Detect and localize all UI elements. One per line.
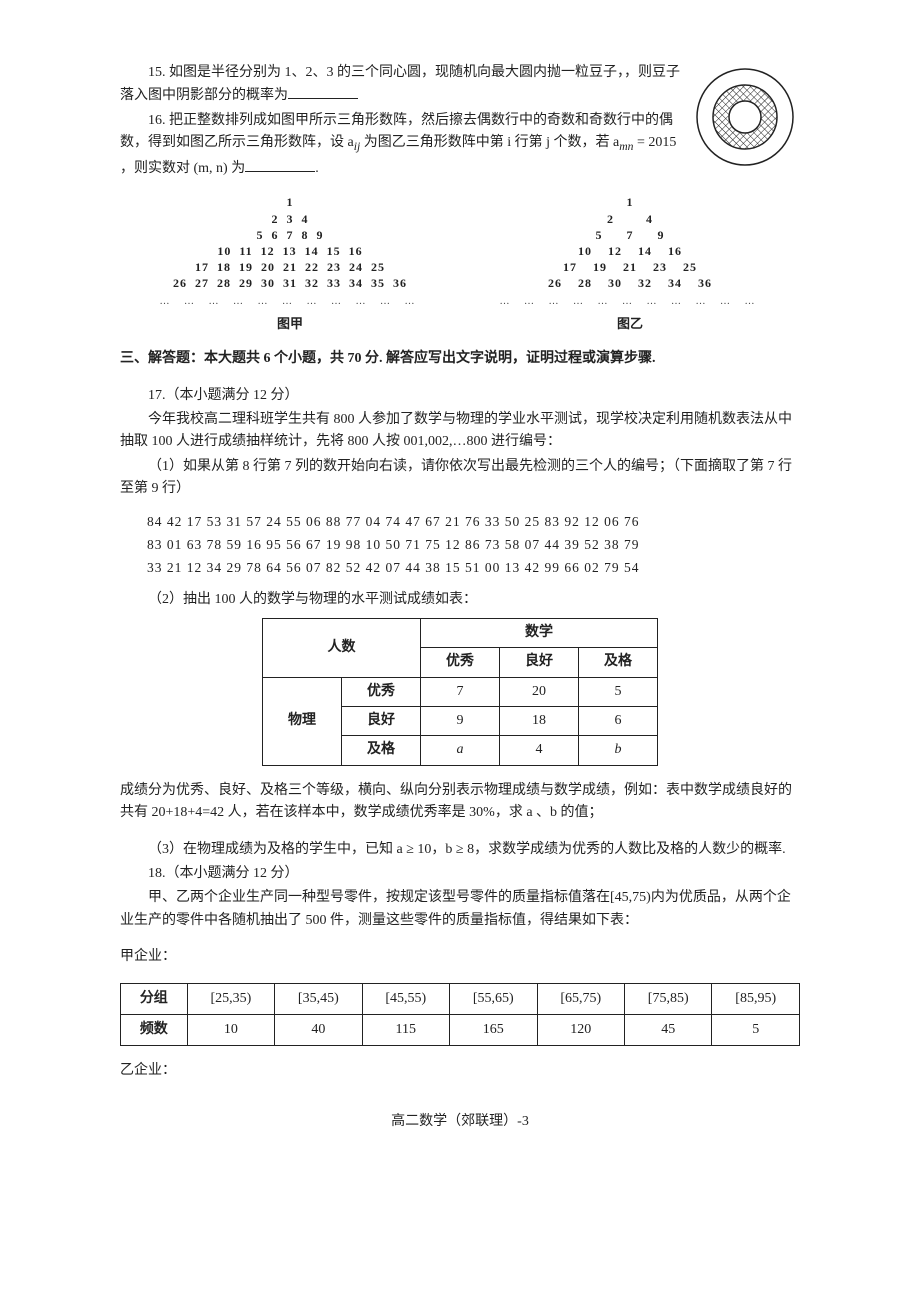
- col-head: 及格: [579, 648, 658, 677]
- row-label: 分组: [121, 983, 188, 1014]
- blank: [288, 84, 358, 99]
- cell: a: [421, 736, 500, 765]
- triangle-yi: 1 2 4 5 7 9 10 12 14 16 17 19 21 23 25 2…: [460, 194, 800, 334]
- col-head: 优秀: [421, 648, 500, 677]
- score-table: 人数 数学 优秀 良好 及格 物理 优秀 7 20 5 良好 9 18 6 及格…: [262, 618, 658, 766]
- q17-p5: （3）在物理成绩为及格的学生中，已知 a ≥ 10，b ≥ 8，求数学成绩为优秀…: [120, 839, 800, 861]
- sub: mn: [619, 140, 633, 153]
- group: [75,85): [624, 983, 711, 1014]
- triangle-figures: 1 2 3 4 5 6 7 8 9 10 11 12 13 14 15 16 1…: [120, 194, 800, 334]
- q17-p1: 今年我校高二理科班学生共有 800 人参加了数学与物理的学业水平测试，现学校决定…: [120, 409, 800, 454]
- page-footer: 高二数学（郊联理）-3: [120, 1111, 800, 1133]
- col-group: 数学: [421, 618, 658, 647]
- row-label: 频数: [121, 1014, 188, 1045]
- corner-cell: 人数: [263, 618, 421, 677]
- q18-label-yi: 乙企业：: [120, 1060, 800, 1082]
- q17-head: 17.（本小题满分 12 分）: [120, 385, 800, 407]
- section-3-title: 三、解答题：本大题共 6 个小题，共 70 分. 解答应写出文字说明，证明过程或…: [120, 348, 800, 370]
- group: [85,95): [712, 983, 800, 1014]
- q17-p3: （2）抽出 100 人的数学与物理的水平测试成绩如表：: [120, 589, 800, 611]
- blank: [245, 157, 315, 172]
- triangle-jia: 1 2 3 4 5 6 7 8 9 10 11 12 13 14 15 16 1…: [120, 194, 460, 334]
- rand-row: 33 21 12 34 29 78 64 56 07 82 52 42 07 4…: [147, 557, 800, 580]
- rand-row: 83 01 63 78 59 16 95 56 67 19 98 10 50 7…: [147, 534, 800, 557]
- rand-row: 84 42 17 53 31 57 24 55 06 88 77 04 74 4…: [147, 511, 800, 534]
- row-group: 物理: [263, 677, 342, 765]
- cell: 18: [500, 707, 579, 736]
- cell: 5: [579, 677, 658, 706]
- cell: b: [579, 736, 658, 765]
- group: [45,55): [362, 983, 449, 1014]
- concentric-circles-figure: [690, 62, 800, 180]
- freq: 45: [624, 1014, 711, 1045]
- row-label: 及格: [342, 736, 421, 765]
- cell: 7: [421, 677, 500, 706]
- cell: 20: [500, 677, 579, 706]
- q17-p2: （1）如果从第 8 行第 7 列的数开始向右读，请你依次写出最先检测的三个人的编…: [120, 456, 800, 501]
- freq: 165: [450, 1014, 537, 1045]
- q18-label-jia: 甲企业：: [120, 946, 800, 968]
- freq: 115: [362, 1014, 449, 1045]
- freq: 5: [712, 1014, 800, 1045]
- freq-table-jia: 分组 [25,35) [35,45) [45,55) [55,65) [65,7…: [120, 983, 800, 1047]
- group: [35,45): [275, 983, 362, 1014]
- cell: 4: [500, 736, 579, 765]
- q18-p1: 甲、乙两个企业生产同一种型号零件，按规定该型号零件的质量指标值落在[45,75)…: [120, 887, 800, 932]
- group: [25,35): [187, 983, 274, 1014]
- row-label: 优秀: [342, 677, 421, 706]
- freq: 10: [187, 1014, 274, 1045]
- q17-p4: 成绩分为优秀、良好、及格三个等级，横向、纵向分别表示物理成绩与数学成绩，例如：表…: [120, 780, 800, 825]
- random-number-table: 84 42 17 53 31 57 24 55 06 88 77 04 74 4…: [147, 511, 800, 580]
- cell: 6: [579, 707, 658, 736]
- q18-head: 18.（本小题满分 12 分）: [120, 863, 800, 885]
- freq: 120: [537, 1014, 624, 1045]
- col-head: 良好: [500, 648, 579, 677]
- group: [55,65): [450, 983, 537, 1014]
- freq: 40: [275, 1014, 362, 1045]
- row-label: 良好: [342, 707, 421, 736]
- group: [65,75): [537, 983, 624, 1014]
- cell: 9: [421, 707, 500, 736]
- q15-body: 15. 如图是半径分别为 1、2、3 的三个同心圆，现随机向最大圆内抛一粒豆子，…: [120, 65, 680, 103]
